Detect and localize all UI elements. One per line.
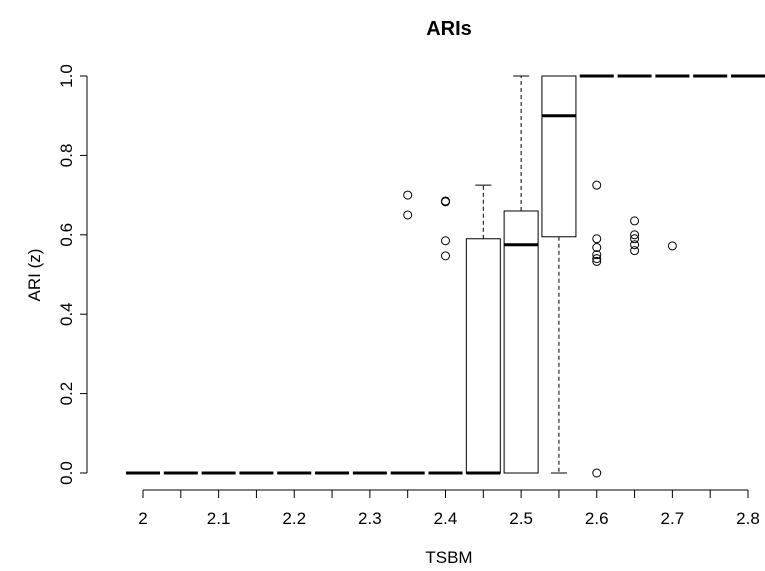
outlier-point: [592, 250, 602, 260]
x-tick-label: 2.2: [282, 509, 306, 528]
outlier-point: [441, 251, 450, 261]
outlier-point: [592, 234, 602, 244]
outlier-point: [630, 240, 640, 250]
outlier-point: [403, 190, 413, 200]
outlier-point: [630, 234, 640, 244]
y-tick-label: 0.4: [57, 302, 76, 326]
y-tick-label: 0.6: [57, 223, 76, 247]
x-tick-label: 2.3: [358, 509, 382, 528]
box-iqr: [465, 238, 501, 474]
x-tick-label: 2.5: [509, 509, 533, 528]
x-tick-label: 2.6: [585, 509, 609, 528]
x-tick-label: 2.8: [736, 509, 760, 528]
x-tick-label: 2.4: [434, 509, 458, 528]
outlier-point: [592, 468, 602, 478]
outlier-point: [592, 243, 602, 253]
outlier-point: [592, 180, 602, 190]
x-tick-label: 2: [138, 509, 147, 528]
box-marks: [126, 74, 765, 478]
box-iqr: [541, 75, 577, 238]
y-tick-label: 0.2: [57, 382, 76, 406]
y-tick-label: 0.0: [57, 461, 76, 485]
outlier-point: [592, 256, 602, 266]
x-axis-label: TSBM: [425, 548, 472, 567]
y-tick-label: 0.8: [57, 144, 76, 168]
y-tick-label: 1.0: [57, 64, 76, 88]
chart-title: ARIs: [426, 18, 472, 40]
outlier-point: [441, 236, 450, 246]
box-iqr: [503, 210, 539, 474]
x-tick-label: 2.7: [661, 509, 685, 528]
outlier-point: [441, 197, 450, 207]
outlier-point: [630, 230, 640, 240]
axes: 0.0 0.2 0.4 0.6 0.8 1.0 2 2.1 2.2 2.3 2.4 2.5 2.6 2.7…: [57, 64, 760, 528]
x-tick-label: 2.1: [207, 509, 231, 528]
outlier-point: [630, 216, 640, 226]
outlier-point: [403, 210, 413, 220]
outlier-point: [592, 254, 602, 264]
outlier-point: [630, 246, 640, 256]
outlier-point: [667, 241, 677, 251]
y-axis-label: ARI (z): [25, 249, 44, 302]
